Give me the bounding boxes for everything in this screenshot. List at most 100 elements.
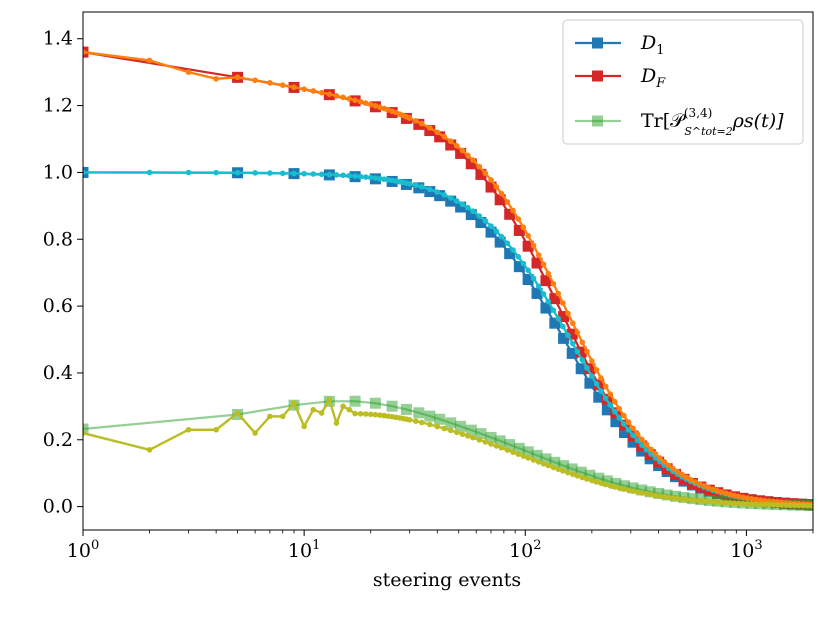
data-point-df-unsteered- (598, 375, 604, 381)
data-point-tr-unsteered- (687, 497, 694, 503)
data-point-tr-unsteered- (372, 411, 379, 418)
data-point-tr-unsteered- (252, 430, 258, 436)
data-point-df-unsteered- (621, 412, 627, 419)
data-point-d1-unsteered- (267, 170, 273, 176)
data-point-d1 (549, 317, 561, 329)
data-point-tr (584, 469, 596, 481)
data-point-tr-unsteered- (333, 420, 340, 426)
series-df-unsteered- (83, 49, 813, 508)
data-point-tr-unsteered- (367, 411, 374, 418)
data-point-d1-unsteered- (550, 307, 557, 313)
data-point-d1 (485, 226, 497, 238)
data-point-df-unsteered- (291, 84, 297, 91)
data-point-df (485, 181, 497, 193)
data-point-tr (475, 428, 487, 440)
data-point-df-unsteered- (535, 252, 542, 258)
y-tick-label: 1.4 (43, 28, 73, 50)
data-point-tr-unsteered- (560, 468, 566, 474)
data-point-d1-unsteered- (447, 195, 454, 201)
data-point-tr-unsteered- (731, 500, 738, 507)
data-point-tr-unsteered- (413, 418, 419, 424)
data-point-df-unsteered- (493, 183, 500, 190)
data-point-tr (445, 417, 457, 429)
data-point-tr (424, 410, 436, 422)
data-point-d1-unsteered- (318, 171, 325, 178)
data-point-d1-unsteered- (418, 184, 425, 190)
data-point-df-unsteered- (465, 152, 471, 159)
data-point-df-unsteered- (679, 471, 685, 478)
data-point-d1-unsteered- (346, 172, 353, 179)
data-point-tr-unsteered- (310, 406, 317, 413)
data-point-tr-unsteered- (727, 500, 733, 506)
data-point-df-unsteered- (616, 405, 623, 412)
data-point-d1-unsteered- (639, 442, 645, 448)
x-tick-label: 102 (509, 538, 541, 562)
data-point-d1 (475, 217, 487, 229)
data-point-tr-unsteered- (748, 501, 755, 507)
data-point-tr-unsteered- (639, 490, 645, 496)
data-point-tr-unsteered- (665, 494, 672, 501)
data-point-tr-unsteered- (362, 411, 369, 417)
data-point-d1 (504, 248, 516, 260)
data-point-df (522, 240, 534, 252)
data-point-d1 (465, 209, 477, 221)
data-point-d1 (575, 363, 587, 375)
data-point-tr (670, 490, 682, 502)
y-tick-label: 0.0 (43, 496, 73, 518)
data-point-tr-unsteered- (234, 410, 241, 416)
data-point-tr-unsteered- (550, 464, 557, 471)
data-point-d1 (434, 190, 446, 202)
legend-label: D1 (640, 32, 665, 58)
data-point-d1 (413, 182, 425, 194)
data-point-df (513, 224, 525, 236)
data-point-df-unsteered- (661, 458, 668, 465)
data-point-tr (465, 424, 477, 436)
data-point-d1 (610, 416, 622, 428)
data-point-tr-unsteered- (318, 410, 325, 416)
data-point-tr-unsteered- (679, 496, 685, 502)
data-point-d1-unsteered- (185, 169, 192, 176)
data-point-d1-unsteered- (372, 175, 379, 181)
data-point-df-unsteered- (727, 491, 733, 498)
data-point-df-unsteered- (540, 261, 547, 268)
data-point-df-unsteered- (406, 115, 413, 121)
legend-entry-tr: Tr[𝒫(3,4) S^tot=2ρs(t)] (575, 106, 784, 138)
data-point-tr-unsteered- (291, 400, 297, 406)
series-d1-unsteered- (83, 169, 813, 508)
data-point-df-unsteered- (625, 419, 632, 426)
data-point-df-unsteered- (333, 93, 340, 99)
data-point-d1-unsteered- (602, 395, 609, 402)
data-point-tr (504, 439, 516, 451)
data-point-d1 (601, 404, 613, 416)
data-point-df-unsteered- (574, 329, 581, 336)
data-point-df-unsteered- (735, 493, 742, 500)
data-point-d1-unsteered- (367, 174, 374, 181)
data-point-tr-unsteered- (598, 480, 604, 486)
data-point-tr (661, 489, 673, 501)
data-point-df-unsteered- (683, 474, 690, 481)
data-point-df-unsteered- (670, 465, 676, 472)
data-point-df (455, 147, 467, 159)
data-point-d1-unsteered- (453, 198, 460, 204)
legend-label: DF (640, 65, 666, 91)
data-point-df-unsteered- (692, 479, 698, 485)
data-point-tr-unsteered- (761, 501, 768, 508)
data-point-tr-unsteered- (774, 502, 781, 508)
data-point-tr-unsteered- (498, 445, 505, 451)
data-point-df (558, 311, 570, 323)
legend-marker (592, 37, 603, 49)
data-point-d1-unsteered- (634, 437, 641, 444)
data-point-d1-unsteered- (465, 204, 471, 211)
y-tick-label: 0.8 (43, 228, 73, 250)
data-point-df-unsteered- (634, 431, 641, 438)
data-point-tr-unsteered- (434, 423, 441, 430)
data-point-tr-unsteered- (510, 449, 516, 455)
legend-marker (592, 115, 603, 127)
data-point-tr-unsteered- (584, 476, 590, 482)
data-point-tr (566, 463, 578, 475)
data-point-d1-unsteered- (545, 298, 552, 305)
data-point-df (584, 363, 596, 375)
data-point-df-unsteered- (504, 199, 511, 205)
data-point-df-unsteered- (607, 391, 613, 397)
